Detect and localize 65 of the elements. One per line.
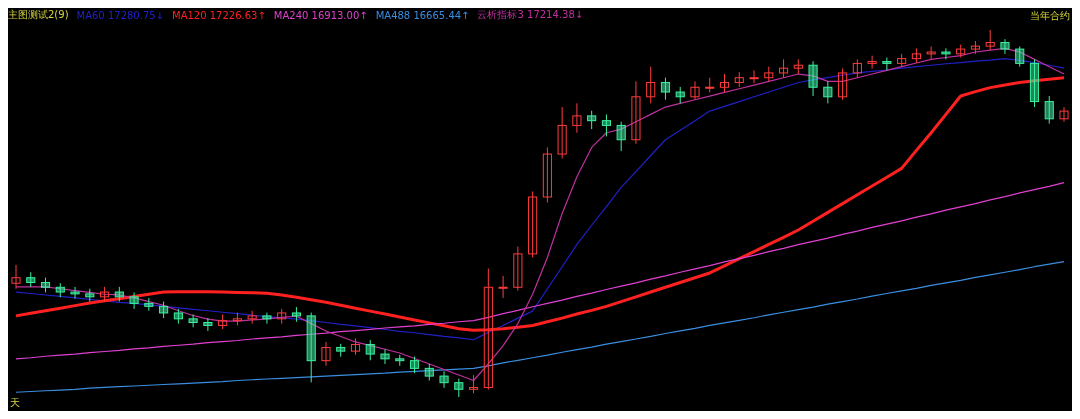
candlestick [719, 73, 730, 93]
text: MA120 17226.63↑ [172, 9, 266, 21]
candlestick [40, 277, 51, 293]
candlestick [631, 80, 641, 145]
candlestick [587, 110, 597, 130]
annotation: 天 [10, 396, 20, 410]
text: MA60 17280.75↓ [76, 9, 164, 21]
candlestick [1029, 58, 1040, 108]
candlestick [1015, 46, 1025, 68]
candlestick [55, 282, 65, 298]
candlestick [513, 246, 523, 292]
candlestick [144, 297, 154, 312]
candlestick [808, 60, 818, 97]
text: 云析指标3 17214.38↓ [477, 8, 584, 22]
candlestick [1044, 95, 1054, 125]
candlestick [985, 30, 995, 51]
candlestick [11, 264, 21, 290]
candlestick [557, 106, 567, 159]
candlestick [601, 113, 611, 137]
candlestick [188, 313, 198, 328]
candlestick [454, 378, 464, 397]
candlestick [823, 80, 833, 104]
candlestick [262, 312, 272, 325]
candlestick [867, 55, 877, 70]
candlestick [380, 348, 390, 365]
candlestick [173, 308, 183, 325]
candlestick [409, 356, 420, 374]
candlestick [203, 317, 213, 332]
candlestick [572, 102, 582, 134]
candlestick [291, 306, 302, 323]
candlestick [70, 286, 80, 300]
candlestick [749, 69, 759, 84]
candlestick [616, 121, 626, 152]
text: 当年合约 [1030, 9, 1070, 23]
candlestick [159, 301, 169, 319]
text: MA488 16665.44↑ [375, 9, 470, 21]
candlestick [26, 271, 36, 288]
candlestick [469, 374, 479, 394]
candlestick [395, 354, 405, 367]
candlestick [336, 343, 346, 358]
candlestick [838, 68, 848, 101]
candlestick [690, 80, 700, 101]
candlestick [675, 86, 685, 104]
candlestick [129, 291, 139, 310]
candlestick [498, 275, 508, 299]
text: MA240 16913.00↑ [273, 9, 368, 21]
candlestick [528, 190, 538, 259]
candlestick [778, 58, 789, 79]
candlestick [1059, 106, 1069, 123]
candlestick [660, 77, 671, 101]
candlestick [882, 57, 892, 71]
candlestick [483, 268, 493, 391]
candlestick [424, 363, 434, 381]
candlestick [542, 146, 552, 203]
candlestick [852, 58, 862, 79]
candlestick [321, 341, 331, 367]
candlestick [439, 370, 449, 389]
candlestick [306, 312, 316, 383]
candlestick [941, 47, 951, 60]
chart-title: 主图测试2(9) [8, 8, 69, 22]
candlestick [114, 286, 124, 303]
candlestick [646, 66, 656, 104]
candlestick [1000, 38, 1010, 55]
candlestick [85, 288, 95, 303]
candlestick [365, 339, 375, 361]
